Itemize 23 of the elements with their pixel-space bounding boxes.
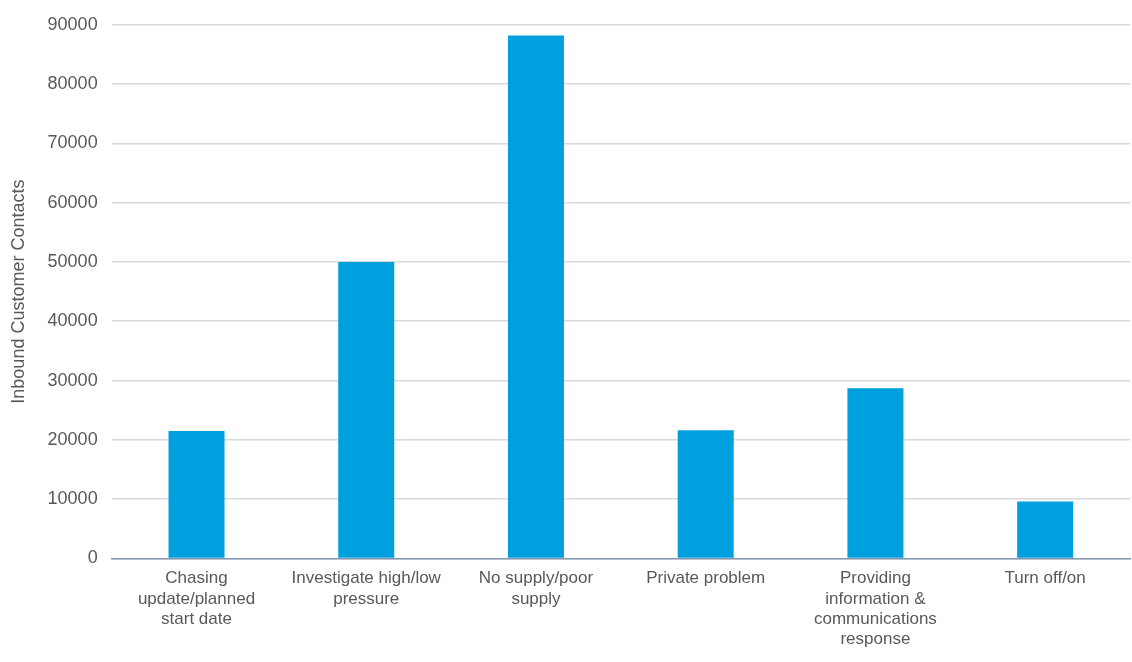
bar (1017, 501, 1074, 558)
y-tick-label: 80000 (47, 73, 98, 94)
bar (338, 261, 395, 558)
bar (507, 35, 564, 558)
x-tick-label: Turn off/on (1004, 568, 1086, 588)
y-tick-label: 20000 (47, 428, 98, 449)
y-tick-label: 0 (87, 547, 98, 568)
y-tick-label: 60000 (47, 191, 98, 212)
y-axis-title: Inbound Customer Contacts (7, 179, 28, 404)
x-tick-label: No supply/poor supply (478, 568, 594, 608)
bar (677, 430, 734, 558)
x-tick-label: Private problem (646, 568, 766, 588)
x-tick-label: Chasing update/planned start date (137, 568, 256, 629)
bar (168, 430, 225, 558)
y-tick-label: 30000 (47, 369, 98, 390)
y-tick-label: 40000 (47, 310, 98, 331)
y-tick-label: 50000 (47, 250, 98, 271)
y-tick-label: 70000 (47, 132, 98, 153)
x-tick-label: Investigate high/low pressure (291, 568, 442, 608)
y-tick-label: 90000 (47, 13, 98, 34)
x-tick-label: Providing information & communications response (814, 568, 937, 649)
bar (847, 388, 904, 558)
y-tick-label: 10000 (47, 488, 98, 509)
